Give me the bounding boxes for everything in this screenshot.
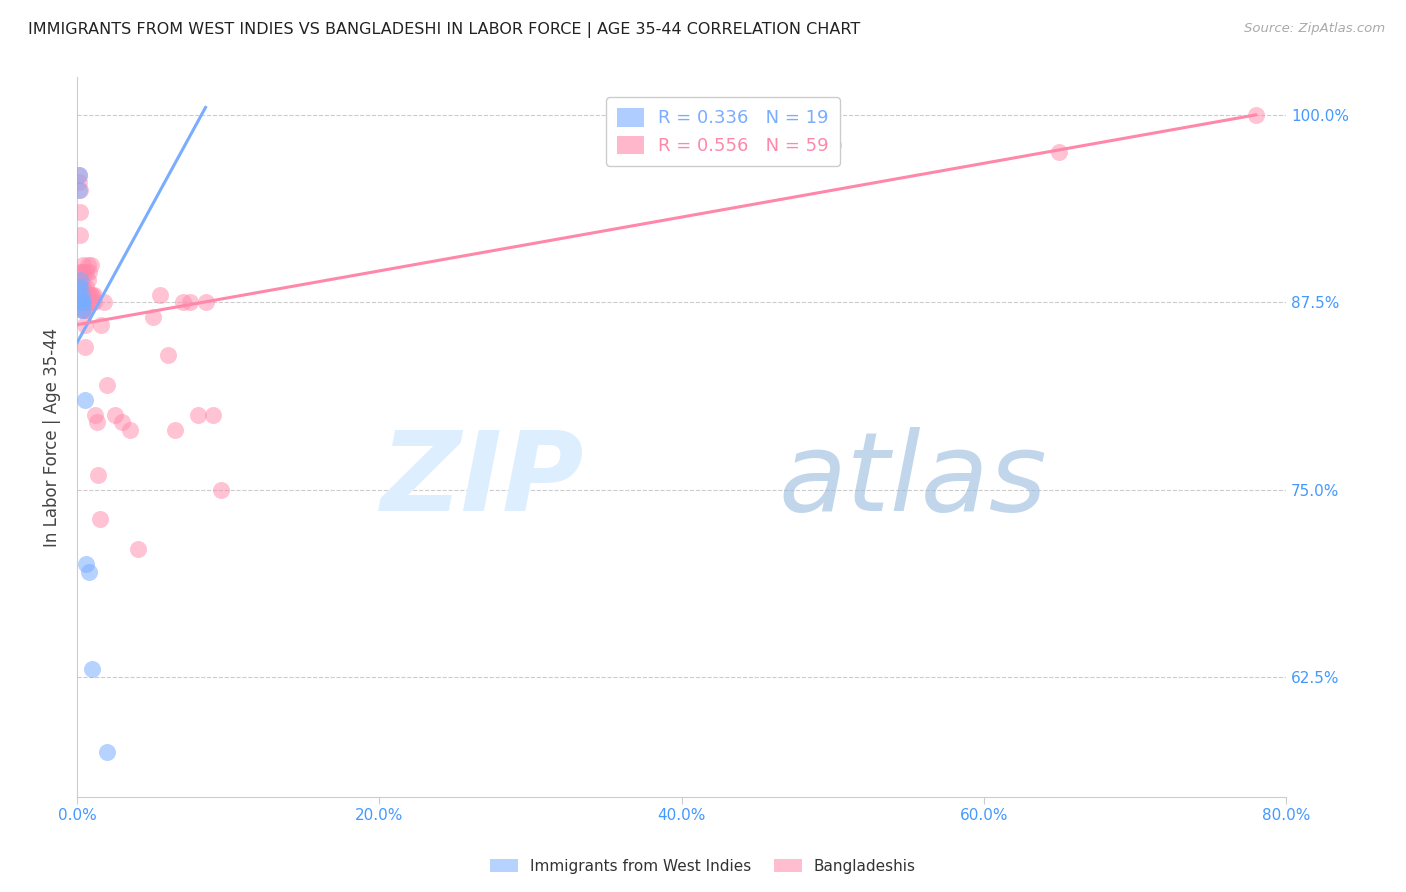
Point — [70, 302, 93, 317]
Point — [127, 542, 149, 557]
Text: Source: ZipAtlas.com: Source: ZipAtlas.com — [1244, 22, 1385, 36]
Point — [73, 295, 96, 310]
Point — [82, 662, 104, 676]
Point — [72, 302, 94, 317]
Point — [67, 168, 90, 182]
Point — [76, 273, 98, 287]
Point — [67, 280, 90, 294]
Point — [77, 295, 100, 310]
Point — [73, 340, 96, 354]
Text: atlas: atlas — [779, 426, 1047, 533]
Point — [73, 392, 96, 407]
Legend: Immigrants from West Indies, Bangladeshis: Immigrants from West Indies, Bangladeshi… — [484, 853, 922, 880]
Y-axis label: In Labor Force | Age 35-44: In Labor Force | Age 35-44 — [44, 327, 60, 547]
Point — [69, 273, 91, 287]
Text: ZIP: ZIP — [381, 426, 585, 533]
Point — [209, 483, 232, 497]
Point — [67, 175, 90, 189]
Point — [75, 265, 97, 279]
Point — [83, 295, 105, 310]
Point — [194, 295, 217, 310]
Point — [77, 565, 100, 579]
Point — [84, 408, 107, 422]
Point — [187, 408, 209, 422]
Point — [67, 168, 90, 182]
Point — [76, 287, 98, 301]
Point — [179, 295, 201, 310]
Point — [69, 295, 91, 310]
Point — [142, 310, 165, 325]
Point — [72, 280, 94, 294]
Point — [69, 205, 91, 219]
Point — [70, 295, 93, 310]
Point — [76, 258, 98, 272]
Point — [72, 265, 94, 279]
Point — [70, 287, 93, 301]
Point — [77, 265, 100, 279]
Point — [69, 280, 91, 294]
Point — [87, 467, 110, 482]
Point — [821, 137, 844, 152]
Point — [70, 280, 93, 294]
Point — [73, 318, 96, 332]
Point — [80, 258, 103, 272]
Point — [69, 183, 91, 197]
Point — [83, 287, 105, 301]
Point — [73, 302, 96, 317]
Point — [89, 512, 111, 526]
Point — [118, 423, 141, 437]
Point — [90, 318, 112, 332]
Point — [73, 287, 96, 301]
Point — [1047, 145, 1070, 160]
Point — [72, 258, 94, 272]
Point — [70, 295, 93, 310]
Point — [149, 287, 172, 301]
Text: IMMIGRANTS FROM WEST INDIES VS BANGLADESHI IN LABOR FORCE | AGE 35-44 CORRELATIO: IMMIGRANTS FROM WEST INDIES VS BANGLADES… — [28, 22, 860, 38]
Point — [76, 295, 98, 310]
Point — [70, 302, 93, 317]
Point — [1244, 108, 1267, 122]
Point — [70, 295, 93, 310]
Point — [93, 295, 115, 310]
Point — [80, 287, 103, 301]
Point — [69, 291, 91, 305]
Point — [70, 273, 93, 287]
Point — [111, 415, 134, 429]
Point — [104, 408, 127, 422]
Point — [72, 295, 94, 310]
Point — [96, 377, 118, 392]
Point — [75, 558, 97, 572]
Point — [67, 183, 90, 197]
Point — [82, 287, 104, 301]
Point — [172, 295, 194, 310]
Point — [70, 265, 93, 279]
Point — [69, 265, 91, 279]
Point — [86, 415, 108, 429]
Point — [156, 348, 179, 362]
Point — [82, 295, 104, 310]
Point — [69, 227, 91, 242]
Point — [72, 295, 94, 310]
Point — [165, 423, 187, 437]
Point — [75, 302, 97, 317]
Point — [70, 291, 93, 305]
Point — [96, 745, 118, 759]
Legend: R = 0.336   N = 19, R = 0.556   N = 59: R = 0.336 N = 19, R = 0.556 N = 59 — [606, 97, 839, 166]
Point — [202, 408, 225, 422]
Point — [77, 287, 100, 301]
Point — [75, 295, 97, 310]
Point — [75, 280, 97, 294]
